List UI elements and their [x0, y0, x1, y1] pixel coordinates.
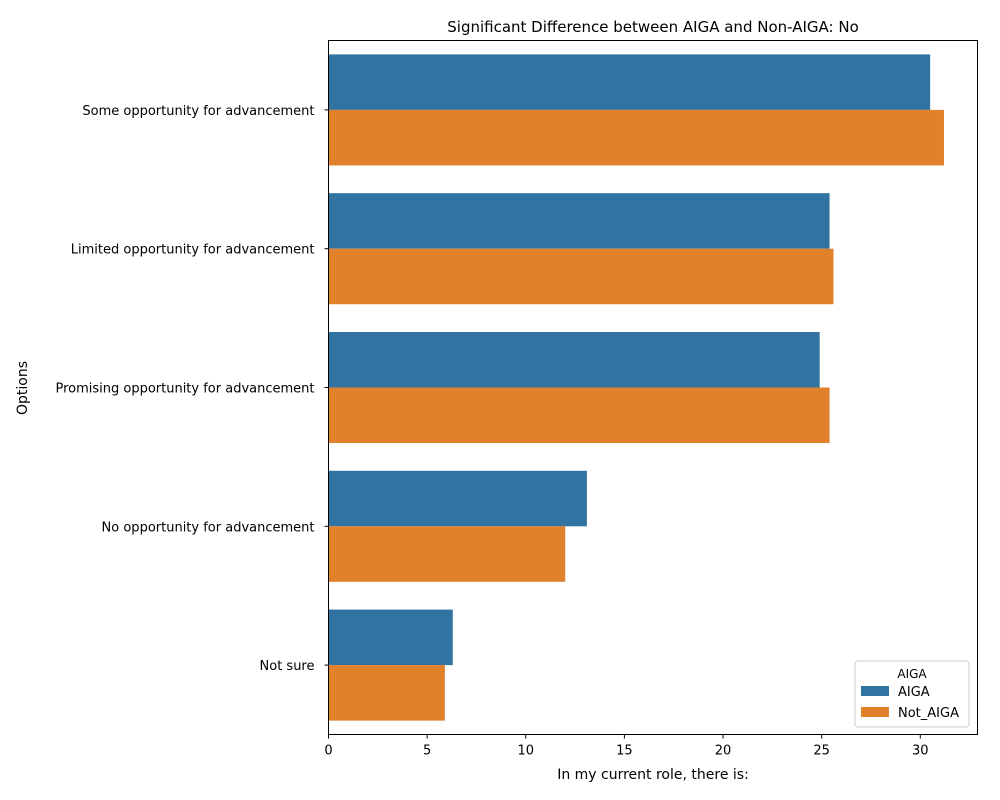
bars-group — [328, 54, 944, 721]
legend-title: AIGA — [897, 667, 927, 681]
y-tick-label: No opportunity for advancement — [102, 520, 315, 535]
legend-swatch-not-aiga — [861, 707, 889, 717]
bar-not-aiga-4 — [328, 665, 445, 721]
x-tick-label: 5 — [423, 744, 431, 759]
bar-aiga-0 — [328, 54, 931, 110]
x-tick-label: 10 — [517, 744, 534, 759]
legend: AIGA AIGA Not_AIGA — [854, 660, 970, 728]
y-tick-label: Promising opportunity for advancement — [55, 382, 314, 397]
chart-title: Significant Difference between AIGA and … — [447, 18, 859, 36]
x-ticks: 0 5 10 15 20 25 30 — [324, 734, 929, 759]
bar-not-aiga-1 — [328, 248, 834, 305]
bar-not-aiga-3 — [328, 526, 566, 582]
x-tick-label: 15 — [616, 744, 633, 759]
bar-aiga-1 — [328, 193, 830, 249]
legend-label-aiga: AIGA — [898, 685, 930, 700]
y-tick-label: Limited opportunity for advancement — [71, 243, 315, 258]
legend-label-not-aiga: Not_AIGA — [898, 706, 959, 721]
x-axis-label: In my current role, there is: — [557, 767, 749, 783]
y-tick-label: Some opportunity for advancement — [82, 104, 314, 119]
x-tick-label: 30 — [912, 744, 929, 759]
plot-frame — [328, 40, 978, 735]
x-tick-label: 25 — [813, 744, 830, 759]
y-tick-labels: Some opportunity for advancement Limited … — [55, 104, 329, 674]
bar-not-aiga-2 — [328, 387, 830, 444]
y-tick-label: Not sure — [260, 659, 315, 674]
y-axis-label: Options — [15, 361, 31, 415]
bar-aiga-4 — [328, 609, 453, 666]
legend-swatch-aiga — [861, 686, 889, 696]
x-tick-label: 0 — [324, 744, 332, 759]
bar-aiga-2 — [328, 331, 820, 388]
bar-aiga-3 — [328, 470, 587, 527]
bar-not-aiga-0 — [328, 109, 944, 166]
x-tick-label: 20 — [715, 744, 732, 759]
